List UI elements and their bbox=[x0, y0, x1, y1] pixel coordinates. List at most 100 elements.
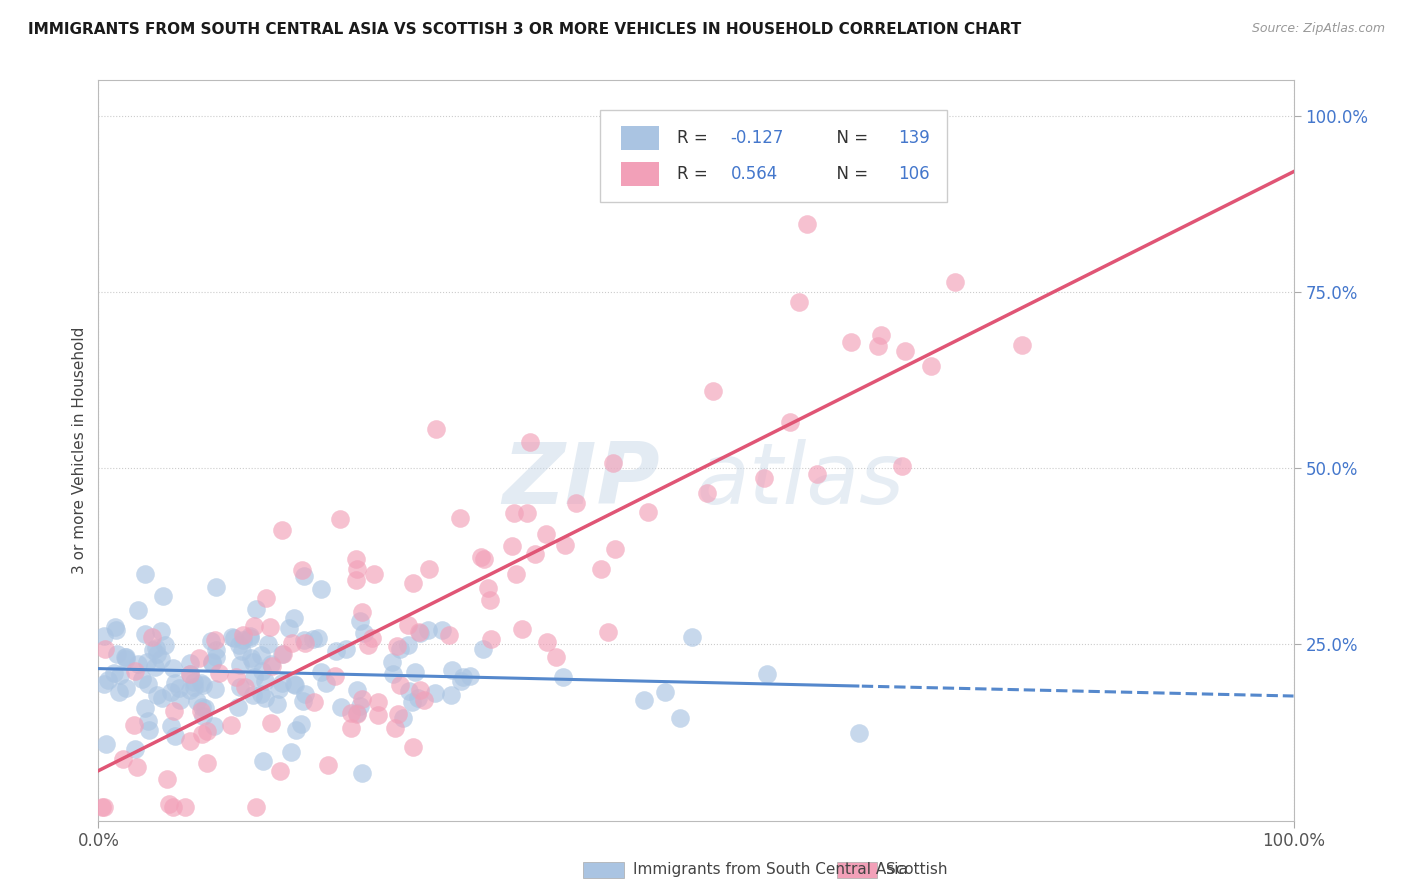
Point bbox=[136, 655, 159, 669]
Point bbox=[157, 797, 180, 811]
Point bbox=[283, 611, 305, 625]
Point bbox=[134, 627, 156, 641]
Point bbox=[252, 754, 274, 768]
Point bbox=[696, 486, 718, 500]
Point bbox=[233, 680, 256, 694]
Point bbox=[387, 707, 409, 722]
Text: Source: ZipAtlas.com: Source: ZipAtlas.com bbox=[1251, 22, 1385, 36]
Point bbox=[149, 651, 172, 665]
Point bbox=[242, 689, 264, 703]
Point bbox=[294, 687, 316, 701]
Point bbox=[191, 678, 214, 692]
Point bbox=[231, 643, 253, 657]
Point bbox=[122, 718, 145, 732]
Point bbox=[920, 359, 942, 374]
Point bbox=[159, 719, 181, 733]
Point bbox=[839, 334, 862, 349]
Point bbox=[174, 799, 197, 814]
Point bbox=[315, 676, 337, 690]
Point bbox=[160, 685, 183, 699]
Point bbox=[127, 657, 149, 671]
Point bbox=[156, 772, 179, 786]
Point bbox=[104, 620, 127, 634]
Point bbox=[103, 666, 125, 681]
Point bbox=[752, 470, 775, 484]
Point bbox=[554, 538, 576, 552]
Point bbox=[654, 685, 676, 699]
Text: N =: N = bbox=[827, 129, 873, 147]
Point bbox=[239, 631, 262, 645]
Point bbox=[239, 629, 262, 643]
FancyBboxPatch shape bbox=[583, 862, 624, 878]
Point bbox=[260, 716, 283, 731]
Point bbox=[346, 683, 368, 698]
Point bbox=[352, 766, 374, 780]
Point bbox=[602, 457, 624, 471]
Point bbox=[470, 550, 492, 565]
Point bbox=[96, 737, 118, 751]
Point bbox=[271, 647, 294, 661]
Point bbox=[472, 552, 495, 566]
Point bbox=[155, 638, 177, 652]
Point bbox=[524, 547, 547, 561]
Point bbox=[309, 582, 332, 596]
FancyBboxPatch shape bbox=[837, 862, 877, 878]
Point bbox=[890, 458, 912, 473]
Point bbox=[93, 642, 115, 657]
Point bbox=[183, 680, 205, 694]
Point bbox=[228, 699, 250, 714]
Point bbox=[869, 328, 891, 343]
Point bbox=[681, 630, 703, 644]
Point bbox=[440, 688, 463, 702]
Point bbox=[229, 680, 252, 694]
Point bbox=[267, 682, 290, 697]
Point bbox=[239, 650, 262, 665]
Point bbox=[93, 629, 115, 643]
Point bbox=[179, 666, 201, 681]
Point bbox=[222, 631, 245, 645]
Point bbox=[340, 722, 363, 736]
Point bbox=[219, 718, 242, 732]
Point bbox=[260, 657, 283, 671]
Point bbox=[301, 632, 323, 646]
Point bbox=[208, 666, 231, 681]
Point bbox=[205, 642, 228, 657]
Point bbox=[201, 655, 224, 669]
Point bbox=[243, 619, 266, 633]
Text: N =: N = bbox=[827, 165, 873, 183]
Point bbox=[353, 625, 375, 640]
Point bbox=[136, 714, 159, 729]
Point bbox=[357, 638, 380, 652]
Point bbox=[179, 666, 201, 681]
Point bbox=[124, 664, 146, 678]
Point bbox=[183, 675, 205, 690]
Point bbox=[1011, 338, 1033, 352]
Point bbox=[408, 626, 430, 640]
Point bbox=[894, 344, 917, 359]
Point bbox=[105, 647, 128, 661]
Point bbox=[423, 686, 446, 700]
Point bbox=[401, 694, 423, 708]
Point bbox=[145, 640, 167, 655]
Point bbox=[284, 678, 307, 692]
Point bbox=[191, 709, 214, 723]
Point bbox=[186, 694, 208, 708]
Point bbox=[127, 760, 149, 774]
Point bbox=[402, 576, 425, 591]
Point bbox=[381, 666, 404, 681]
Point bbox=[97, 673, 120, 688]
Point bbox=[252, 664, 274, 678]
Point bbox=[188, 651, 211, 665]
Point bbox=[179, 683, 201, 698]
Point bbox=[277, 620, 299, 634]
Point bbox=[384, 721, 406, 735]
Point bbox=[294, 636, 316, 650]
Point bbox=[363, 567, 385, 582]
Point bbox=[430, 624, 453, 638]
Point bbox=[477, 581, 499, 595]
Point bbox=[284, 723, 307, 738]
Point bbox=[437, 628, 460, 642]
Point bbox=[408, 624, 430, 639]
Point bbox=[349, 698, 371, 713]
Point bbox=[787, 295, 810, 310]
